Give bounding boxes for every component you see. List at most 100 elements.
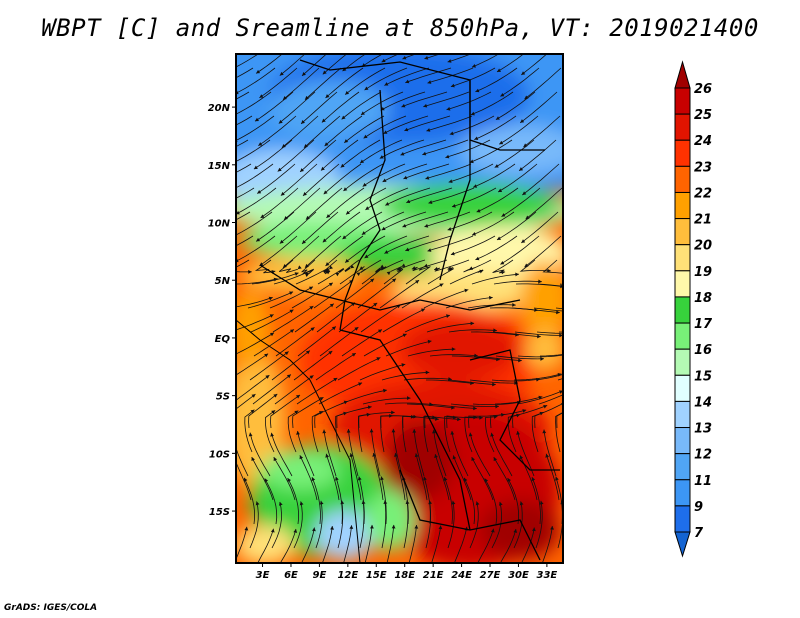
streamline-arrow: [326, 270, 331, 275]
streamline: [362, 397, 411, 405]
streamline: [402, 54, 417, 60]
streamline: [236, 91, 272, 115]
streamline: [469, 379, 518, 384]
streamline: [561, 355, 563, 357]
streamline: [304, 235, 342, 268]
streamline-arrow: [475, 256, 480, 261]
streamline: [426, 379, 474, 384]
streamline: [381, 54, 400, 63]
streamline: [463, 259, 492, 273]
streamline-arrow: [251, 394, 256, 398]
colorbar-label: 18: [694, 291, 712, 306]
credit-label: GrADS: IGES/COLA: [4, 603, 98, 613]
streamline-arrow: [301, 120, 305, 124]
streamline-arrow: [391, 410, 395, 415]
streamline: [236, 115, 275, 141]
streamline-arrow: [345, 90, 350, 95]
streamline-arrow: [470, 321, 475, 326]
streamline-arrow: [206, 61, 210, 65]
streamline-arrow: [346, 429, 351, 433]
streamline-arrow: [279, 239, 284, 244]
streamline-arrow: [519, 167, 524, 171]
streamline-arrow: [493, 328, 497, 333]
streamline-arrow: [484, 478, 489, 483]
streamline-arrow: [208, 181, 212, 185]
streamline-arrow: [251, 457, 255, 462]
streamline-arrow: [287, 478, 292, 483]
streamline: [531, 477, 541, 525]
streamline: [475, 235, 518, 261]
streamline: [270, 394, 301, 429]
streamline: [384, 235, 430, 254]
streamline-arrow: [182, 105, 186, 109]
streamline-arrow: [411, 266, 416, 270]
streamline-arrow: [264, 478, 269, 483]
streamline-arrow: [434, 454, 438, 458]
streamline: [425, 500, 431, 549]
streamline: [336, 406, 372, 429]
colorbar-swatch: [674, 505, 691, 533]
streamline-arrow: [524, 95, 529, 100]
streamline: [512, 405, 548, 429]
streamline: [253, 139, 293, 170]
streamline: [381, 500, 387, 549]
lon-label: 18E: [394, 570, 415, 581]
streamline: [236, 115, 253, 126]
streamline-arrow: [331, 326, 336, 331]
streamline-arrow: [296, 431, 300, 435]
streamline: [524, 235, 562, 268]
streamline: [181, 140, 226, 156]
colorbar-swatch: [674, 322, 691, 350]
lat-label: 15N: [208, 161, 231, 172]
streamline: [317, 268, 345, 285]
colorbar-min-arrow: [674, 531, 691, 558]
colorbar-swatch: [674, 191, 691, 220]
lon-label: 24E: [451, 570, 472, 581]
streamline: [324, 115, 363, 147]
streamline: [341, 329, 383, 357]
streamline-arrow: [312, 527, 316, 532]
streamline-arrow: [428, 200, 433, 204]
streamline: [258, 115, 297, 147]
streamline-arrow: [475, 501, 480, 506]
streamline: [524, 67, 562, 100]
streamline-arrow: [224, 477, 228, 481]
streamline: [447, 379, 496, 385]
streamline: [390, 259, 426, 272]
streamline-arrow: [282, 263, 287, 268]
streamline-arrow: [389, 413, 393, 418]
streamline: [247, 291, 294, 309]
streamline: [400, 139, 447, 156]
streamline-arrow: [451, 203, 456, 208]
streamline: [304, 67, 342, 100]
streamline: [243, 477, 255, 525]
streamline: [545, 453, 560, 501]
streamline-arrow: [210, 254, 214, 258]
streamline-arrow: [521, 239, 526, 243]
streamline: [385, 340, 432, 357]
streamline: [371, 428, 381, 477]
streamline-arrow: [556, 310, 560, 315]
streamline-arrow: [385, 202, 390, 206]
streamline: [423, 91, 470, 108]
streamline: [521, 527, 535, 563]
streamline: [557, 378, 563, 381]
streamline-arrow: [299, 501, 304, 506]
streamline-arrow: [439, 283, 444, 287]
streamline: [236, 211, 251, 221]
streamline: [249, 432, 271, 477]
streamline: [424, 211, 471, 228]
streamline: [303, 115, 341, 148]
streamline-arrow: [303, 191, 307, 196]
streamline: [405, 67, 452, 84]
streamline-arrow: [286, 374, 291, 379]
streamline-arrow: [438, 525, 443, 530]
colorbar-label: 24: [694, 134, 712, 149]
streamline-arrow: [322, 238, 327, 243]
streamline-arrow: [402, 333, 407, 338]
streamline-arrow: [319, 500, 324, 505]
streamline-arrow: [324, 142, 329, 147]
streamline-arrow: [363, 134, 368, 139]
streamline-arrow: [360, 111, 365, 115]
streamline: [382, 163, 428, 183]
